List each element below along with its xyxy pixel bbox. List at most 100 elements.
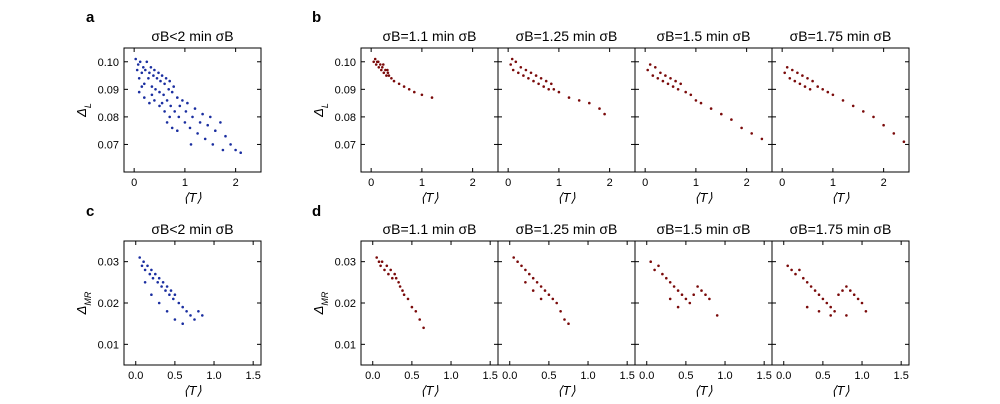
data-point — [177, 301, 181, 305]
data-point — [671, 85, 675, 88]
data-point — [377, 60, 380, 64]
data-point — [720, 112, 723, 116]
data-point — [184, 110, 188, 113]
data-point — [517, 71, 520, 75]
panel-letter-a: a — [86, 9, 95, 26]
data-point — [165, 285, 169, 288]
panel-title: σB=1.75 min σB — [790, 28, 892, 44]
data-point — [646, 68, 649, 72]
data-point — [170, 126, 174, 130]
data-point — [531, 289, 535, 292]
data-point — [668, 297, 672, 301]
data-point — [160, 285, 163, 288]
data-point — [157, 71, 160, 75]
data-point — [177, 115, 181, 119]
y-tick-label: 0.02 — [335, 298, 356, 310]
plot-frame — [634, 240, 773, 366]
x-tick-label: 0.0 — [639, 370, 654, 382]
data-point — [150, 93, 154, 97]
data-point — [577, 99, 581, 102]
data-point — [167, 88, 170, 91]
data-point — [512, 256, 515, 259]
x-tick-label: 1.5 — [757, 370, 772, 382]
data-point — [796, 71, 799, 75]
data-point — [510, 57, 514, 61]
data-point — [676, 88, 680, 91]
data-point — [856, 297, 860, 301]
data-point — [654, 66, 657, 69]
plot-frame — [771, 47, 910, 173]
data-point — [882, 123, 885, 127]
data-point — [149, 66, 153, 69]
panel-title: σB<2 min σB — [151, 28, 233, 44]
data-point — [793, 79, 797, 83]
data-point — [817, 310, 821, 313]
y-axis-label: ΔL — [311, 103, 330, 118]
panel-title: σB=1.25 min σB — [516, 221, 618, 237]
data-point — [143, 268, 147, 272]
data-point — [598, 107, 601, 110]
data-point — [567, 96, 571, 99]
data-point — [567, 322, 570, 326]
data-point — [659, 71, 662, 75]
plot-frame — [360, 240, 499, 366]
data-point — [379, 63, 382, 66]
data-point — [674, 79, 677, 83]
x-tick-label: 0 — [368, 177, 374, 189]
data-point — [134, 57, 137, 61]
x-tick-label: 0.5 — [167, 370, 182, 382]
data-point — [837, 293, 840, 297]
x-tick-label: 1.0 — [206, 370, 221, 382]
data-point — [156, 281, 159, 284]
data-point — [524, 68, 528, 72]
data-point — [402, 85, 406, 88]
x-tick-label: 0.5 — [815, 370, 830, 382]
y-tick-label: 0.02 — [98, 298, 119, 310]
panel-title: σB=1.5 min σB — [657, 221, 751, 237]
data-point — [864, 310, 868, 313]
data-point — [516, 260, 519, 264]
data-point — [393, 272, 397, 276]
x-tick-label: 0.0 — [128, 370, 143, 382]
y-tick-label: 0.03 — [335, 257, 356, 269]
data-point — [381, 66, 384, 69]
data-point — [509, 63, 512, 66]
data-point — [148, 71, 151, 75]
x-axis-label: ⟨T⟩ — [183, 190, 201, 205]
data-point — [372, 60, 376, 64]
panel-title: σB=1.5 min σB — [657, 28, 751, 44]
data-point — [145, 60, 149, 64]
data-point — [151, 276, 155, 280]
data-point — [531, 276, 535, 280]
x-tick-label: 0 — [131, 177, 137, 189]
data-point — [860, 301, 864, 305]
data-point — [142, 66, 145, 69]
y-tick-label: 0.01 — [335, 339, 356, 351]
x-axis-label: ⟨T⟩ — [694, 190, 712, 205]
data-point — [422, 326, 425, 330]
panel-d3: σB=1.5 min σB 0.0 0.5 1.0 1.5 ⟨T⟩ — [634, 221, 773, 398]
data-point — [224, 134, 227, 138]
y-tick-label: 0.01 — [98, 339, 119, 351]
data-point — [665, 276, 668, 280]
x-tick-label: 0.5 — [541, 370, 556, 382]
data-point — [168, 115, 171, 119]
data-point — [379, 264, 382, 268]
data-point — [676, 289, 680, 292]
data-point — [684, 90, 687, 94]
panel-b1: σB=1.1 min σB 0 1 2 0.07 0.08 0.09 0.10 ⟨T⟩ ΔL — [311, 28, 499, 205]
data-point — [550, 82, 553, 86]
data-point — [158, 104, 161, 108]
data-point — [539, 77, 543, 80]
data-point — [148, 101, 151, 105]
x-axis-label: ⟨T⟩ — [831, 383, 849, 398]
data-point — [547, 293, 551, 297]
data-point — [191, 115, 194, 119]
data-point — [668, 281, 672, 284]
data-point — [397, 281, 400, 284]
y-tick-label: 0.07 — [335, 139, 356, 151]
data-point — [158, 90, 161, 94]
data-point — [544, 79, 548, 83]
panel-title: σB=1.1 min σB — [383, 28, 477, 44]
x-tick-label: 1 — [419, 177, 425, 189]
